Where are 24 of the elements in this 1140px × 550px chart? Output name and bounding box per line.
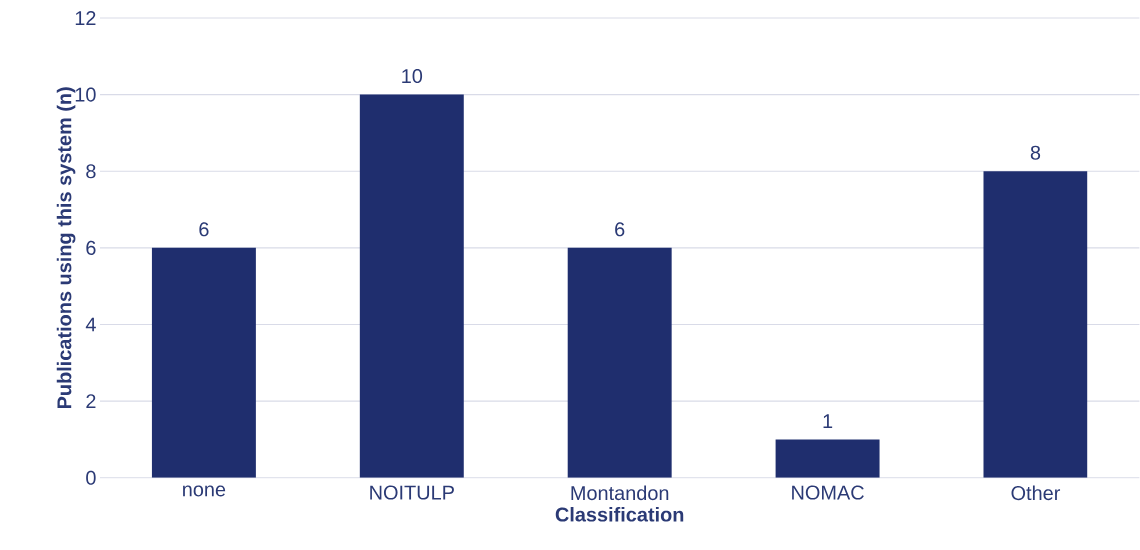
x-tick-label: NOMAC bbox=[792, 485, 864, 500]
bar bbox=[359, 94, 464, 478]
bar bbox=[567, 248, 672, 478]
x-axis-title: Classification bbox=[555, 507, 684, 522]
y-tick-label: 0 bbox=[86, 470, 96, 485]
x-tick-label: none bbox=[183, 485, 226, 497]
y-tick-label: 10 bbox=[75, 87, 96, 102]
data-label: 1 bbox=[823, 414, 833, 429]
x-tick-label: Other bbox=[1011, 485, 1061, 501]
y-tick-label: 12 bbox=[75, 11, 96, 26]
bar bbox=[983, 171, 1088, 478]
x-tick-label: NOITULP bbox=[370, 485, 454, 500]
data-label: 10 bbox=[402, 69, 423, 84]
bar bbox=[151, 248, 256, 478]
data-label: 6 bbox=[615, 222, 625, 237]
y-axis-title: Publications using this system (n) bbox=[56, 87, 76, 409]
data-label: 8 bbox=[1030, 145, 1041, 160]
bar bbox=[775, 439, 880, 478]
y-tick-label: 2 bbox=[86, 394, 96, 409]
y-tick-label: 6 bbox=[86, 240, 96, 256]
y-tick-label: 4 bbox=[85, 317, 96, 332]
x-tick-label: Montandon bbox=[571, 485, 669, 501]
y-tick-label: 8 bbox=[86, 164, 96, 179]
data-label: 6 bbox=[199, 222, 209, 237]
